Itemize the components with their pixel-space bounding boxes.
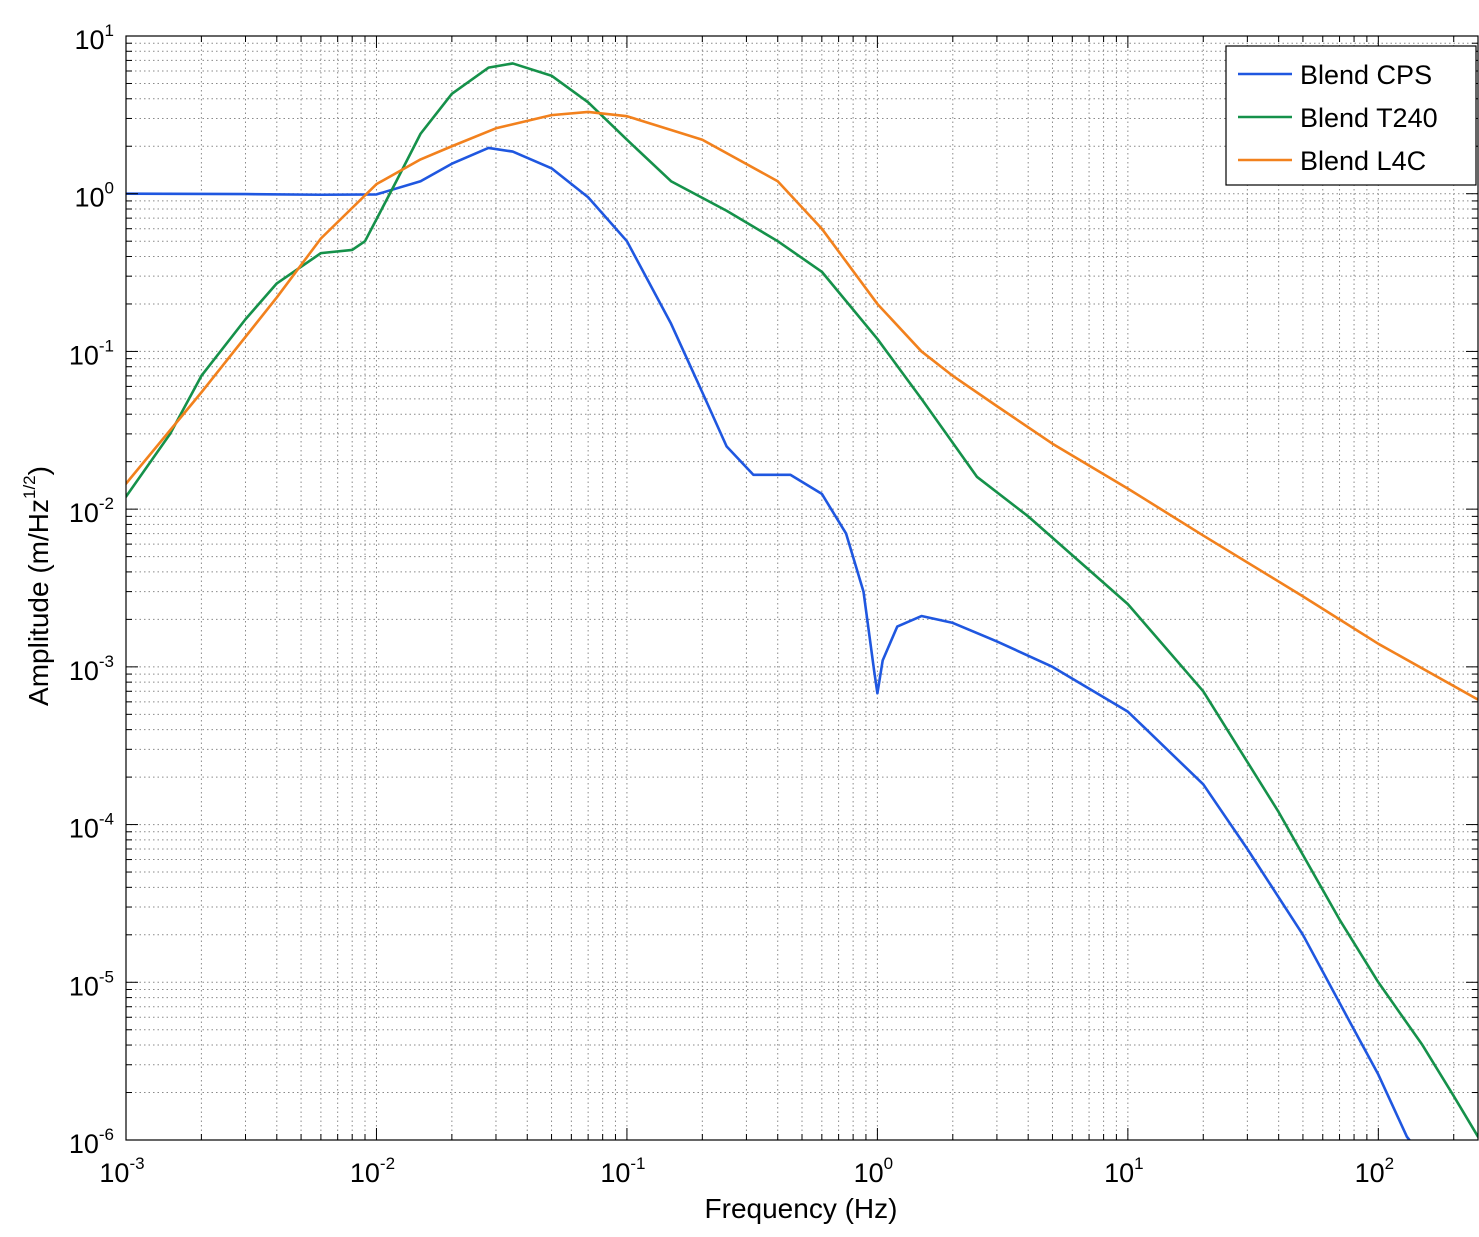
x-tick-label-exponent: 1 <box>1134 1154 1143 1173</box>
y-tick-label-exponent: -2 <box>99 494 114 513</box>
y-tick-label: 10-5 <box>69 967 114 1001</box>
x-tick-label: 10-2 <box>350 1154 395 1188</box>
series-line-blend-t240 <box>126 62 1478 1138</box>
legend: Blend CPS Blend T240 Blend L4C <box>1225 45 1477 186</box>
x-tick-label: 102 <box>1355 1154 1395 1188</box>
y-tick-label: 10-6 <box>69 1125 114 1159</box>
x-tick-label-exponent: -3 <box>129 1154 144 1173</box>
x-tick-label-base: 10 <box>854 1158 884 1188</box>
x-tick-label-base: 10 <box>99 1158 129 1188</box>
y-tick-label-base: 10 <box>69 1129 99 1159</box>
plot-background <box>126 36 1478 1140</box>
legend-label-blend-t240: Blend T240 <box>1300 103 1438 133</box>
y-axis-label: Amplitude (m/Hz1/2) <box>20 466 54 706</box>
y-tick-label-base: 10 <box>69 971 99 1001</box>
legend-label-blend-cps: Blend CPS <box>1300 60 1432 90</box>
y-tick-label: 10-2 <box>69 494 114 528</box>
x-tick-label-exponent: 2 <box>1385 1154 1394 1173</box>
x-tick-label: 10-3 <box>99 1154 144 1188</box>
y-tick-label: 10-4 <box>69 810 114 844</box>
y-tick-label: 10-3 <box>69 652 114 686</box>
x-axis-ticks: 10-3 10-2 10-1 100 101 102 <box>99 36 1455 1188</box>
minor-grid <box>126 36 1478 1140</box>
y-tick-label-base: 10 <box>74 183 104 213</box>
y-axis-label-main: Amplitude (m/Hz <box>23 499 54 706</box>
series-layer <box>126 62 1478 1140</box>
y-tick-label-exponent: -5 <box>99 967 114 986</box>
y-tick-label-base: 10 <box>69 656 99 686</box>
x-tick-label-base: 10 <box>1104 1158 1134 1188</box>
y-tick-label-exponent: -4 <box>99 810 114 829</box>
y-tick-label-exponent: 1 <box>105 21 114 40</box>
x-axis-label: Frequency (Hz) <box>705 1193 898 1224</box>
y-tick-label-base: 10 <box>74 25 104 55</box>
y-tick-label: 100 <box>74 179 114 213</box>
y-tick-label-base: 10 <box>69 814 99 844</box>
y-axis-label-exponent: 1/2 <box>20 475 39 499</box>
y-tick-label-exponent: -6 <box>99 1125 114 1144</box>
x-tick-label-base: 10 <box>600 1158 630 1188</box>
x-tick-label-base: 10 <box>350 1158 380 1188</box>
y-tick-label-exponent: -3 <box>99 652 114 671</box>
x-tick-label-exponent: -1 <box>630 1154 645 1173</box>
y-tick-label-base: 10 <box>69 498 99 528</box>
x-tick-label: 100 <box>854 1154 894 1188</box>
series-line-blend-cps <box>126 146 1412 1140</box>
y-axis-label-suffix: ) <box>23 466 54 475</box>
series-line-blend-l4c <box>126 110 1478 701</box>
x-tick-label: 101 <box>1104 1154 1144 1188</box>
x-tick-label-exponent: -2 <box>380 1154 395 1173</box>
y-tick-label-exponent: -1 <box>99 336 114 355</box>
x-tick-label-base: 10 <box>1355 1158 1385 1188</box>
y-tick-label: 10-1 <box>69 336 114 370</box>
y-tick-label-base: 10 <box>69 340 99 370</box>
legend-label-blend-l4c: Blend L4C <box>1300 146 1426 176</box>
legend-box <box>1225 45 1477 186</box>
x-tick-label: 10-1 <box>600 1154 645 1188</box>
y-tick-label: 101 <box>74 21 114 55</box>
y-tick-label-exponent: 0 <box>105 179 114 198</box>
x-tick-label-exponent: 0 <box>884 1154 893 1173</box>
